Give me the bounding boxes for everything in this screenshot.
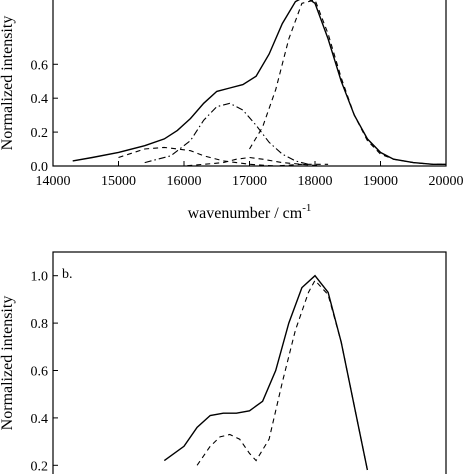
pb-y-tick-label: 0.8 <box>31 317 49 332</box>
panel-b-y-axis-label: Normalized intensity <box>0 296 16 431</box>
panel-b-plot-frame <box>52 251 447 474</box>
panel-a-x-axis-label-main: wavenumber / cm <box>188 205 303 222</box>
panel-a-plot-frame <box>52 0 447 167</box>
pa-y-tick-label: 0.0 <box>31 160 49 175</box>
pa-series-5-dashed-line <box>151 156 322 166</box>
pa-series-4-dashed-line <box>118 146 302 166</box>
pa-series-1-solid-line <box>72 0 446 165</box>
pa-series-3-dash-dot-line <box>144 102 309 165</box>
panel-b-series-group <box>163 274 369 471</box>
pb-series-2-dashed-line <box>196 279 368 471</box>
panel-b-chart: 0.2 0.4 0.6 0.8 1.0 b. Normalized intensity <box>0 251 447 474</box>
pa-x-tick-label: 19000 <box>363 174 398 189</box>
panel-a-x-axis-label-superscript: -1 <box>302 202 311 214</box>
pa-x-tick-label: 15000 <box>101 174 136 189</box>
pa-y-tick-label: 0.4 <box>31 92 49 107</box>
panel-a-ticks: 14000 15000 16000 17000 18000 19000 20000 0.0 0.… <box>31 58 464 189</box>
pa-y-tick-label: 0.6 <box>31 58 49 73</box>
pa-x-tick-label: 20000 <box>429 174 464 189</box>
pb-y-tick-label: 1.0 <box>31 270 49 285</box>
pa-series-2-dashed-line <box>249 0 446 165</box>
pa-x-tick-label: 16000 <box>167 174 202 189</box>
pb-series-1-solid-line <box>163 274 369 471</box>
pa-y-tick-label: 0.2 <box>31 126 49 141</box>
pa-x-tick-label: 17000 <box>232 174 267 189</box>
panel-a-x-axis-label: wavenumber / cm-1 <box>188 202 312 222</box>
pa-x-tick-label: 18000 <box>298 174 333 189</box>
panel-b-ticks: 0.2 0.4 0.6 0.8 1.0 <box>31 270 58 474</box>
panel-a-y-axis-label: Normalized intensity <box>0 16 16 151</box>
panel-b-panel-label: b. <box>62 267 73 282</box>
pb-y-tick-label: 0.6 <box>31 365 49 380</box>
pa-series-6-dashed-line <box>216 163 329 166</box>
panel-a-series-group <box>72 0 446 166</box>
pb-y-tick-label: 0.4 <box>31 412 49 427</box>
pb-y-tick-label: 0.2 <box>31 459 49 474</box>
pa-x-tick-label: 14000 <box>36 174 71 189</box>
panel-a-chart: 14000 15000 16000 17000 18000 19000 20000 0.0 0.… <box>0 0 464 222</box>
